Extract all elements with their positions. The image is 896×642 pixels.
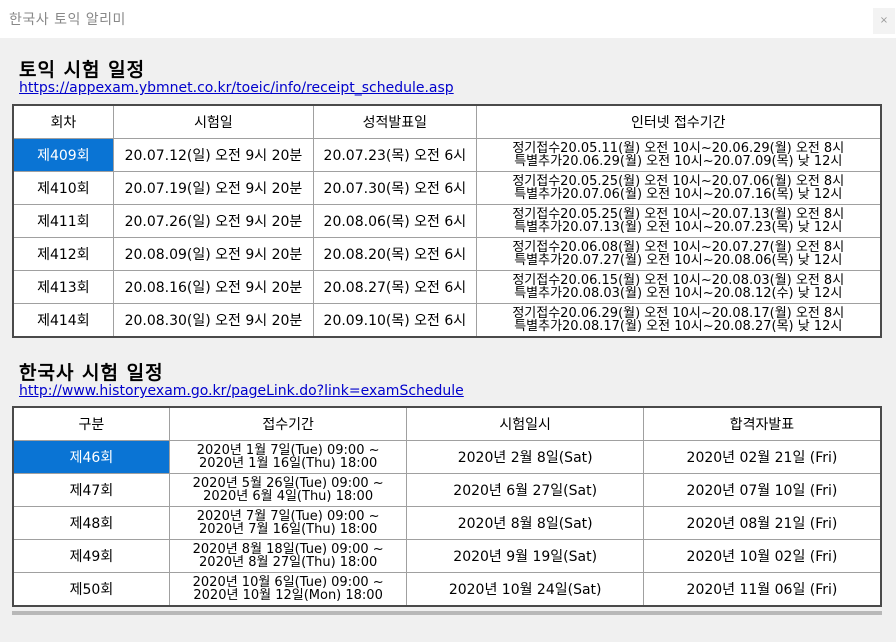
regular-period: 정기접수20.06.08(월) 오전 10시~20.07.27(월) 오전 8시 xyxy=(512,240,845,255)
period-end: 2020년 10월 12일(Mon) 18:00 xyxy=(193,588,383,603)
round-cell[interactable]: 제409회 xyxy=(12,138,114,172)
result-date-cell: 2020년 07월 10일 (Fri) xyxy=(642,473,882,507)
title-bar: 한국사 토익 알리미 × xyxy=(0,0,896,38)
round-cell[interactable]: 제410회 xyxy=(12,171,114,205)
result-date-cell: 2020년 02월 21일 (Fri) xyxy=(642,440,882,474)
regular-period: 정기접수20.05.11(월) 오전 10시~20.06.29(월) 오전 8시 xyxy=(512,141,845,156)
column-header-registration-period: 접수기간 xyxy=(168,406,408,441)
exam-date-cell: 2020년 9월 19일(Sat) xyxy=(406,539,644,573)
round-cell[interactable]: 제46회 xyxy=(12,440,170,474)
exam-date-cell: 2020년 6월 27일(Sat) xyxy=(406,473,644,507)
table-row[interactable]: 제413회 20.08.16(일) 오전 9시 20분 20.08.27(목) … xyxy=(12,270,882,304)
result-date-cell: 2020년 10월 02일 (Fri) xyxy=(642,539,882,573)
history-heading: 한국사 시험 일정 xyxy=(19,362,164,384)
history-link[interactable]: http://www.historyexam.go.kr/pageLink.do… xyxy=(19,383,464,399)
result-date-cell: 2020년 11월 06일 (Fri) xyxy=(642,572,882,607)
exam-date-cell: 2020년 2월 8일(Sat) xyxy=(406,440,644,474)
additional-period: 특별추가20.08.03(월) 오전 10시~20.08.12(수) 낮 12시 xyxy=(514,286,843,301)
period-end: 2020년 7월 16일(Thu) 18:00 xyxy=(199,522,378,537)
result-date-cell: 20.08.20(목) 오전 6시 xyxy=(313,237,477,271)
column-header-registration-period: 인터넷 접수기간 xyxy=(475,104,882,139)
registration-period-cell: 2020년 8월 18일(Tue) 09:00 ~2020년 8월 27일(Th… xyxy=(168,539,408,573)
exam-date-cell: 20.08.30(일) 오전 9시 20분 xyxy=(112,303,315,338)
period-start: 2020년 1월 7일(Tue) 09:00 ~ xyxy=(196,443,380,458)
registration-period-cell: 2020년 10월 6일(Tue) 09:00 ~2020년 10월 12일(M… xyxy=(168,572,408,607)
table-row[interactable]: 제49회 2020년 8월 18일(Tue) 09:00 ~2020년 8월 2… xyxy=(12,539,882,573)
table-row[interactable]: 제50회 2020년 10월 6일(Tue) 09:00 ~2020년 10월 … xyxy=(12,572,882,607)
registration-period-cell: 정기접수20.05.11(월) 오전 10시~20.06.29(월) 오전 8시… xyxy=(475,138,882,172)
column-header-exam-date: 시험일시 xyxy=(406,406,644,441)
table-header-row: 구분 접수기간 시험일시 합격자발표 xyxy=(12,406,882,441)
result-date-cell: 20.07.23(목) 오전 6시 xyxy=(313,138,477,172)
table-row[interactable]: 제47회 2020년 5월 26일(Tue) 09:00 ~2020년 6월 4… xyxy=(12,473,882,507)
exam-date-cell: 2020년 10월 24일(Sat) xyxy=(406,572,644,607)
registration-period-cell: 2020년 7월 7일(Tue) 09:00 ~2020년 7월 16일(Thu… xyxy=(168,506,408,540)
table-row[interactable]: 제410회 20.07.19(일) 오전 9시 20분 20.07.30(목) … xyxy=(12,171,882,205)
toeic-heading: 토익 시험 일정 xyxy=(19,59,146,81)
column-header-round: 회차 xyxy=(12,104,114,139)
result-date-cell: 20.09.10(목) 오전 6시 xyxy=(313,303,477,338)
round-cell[interactable]: 제412회 xyxy=(12,237,114,271)
period-start: 2020년 10월 6일(Tue) 09:00 ~ xyxy=(192,575,384,590)
exam-date-cell: 20.07.19(일) 오전 9시 20분 xyxy=(112,171,315,205)
period-end: 2020년 1월 16일(Thu) 18:00 xyxy=(199,456,378,471)
round-cell[interactable]: 제413회 xyxy=(12,270,114,304)
period-start: 2020년 5월 26일(Tue) 09:00 ~ xyxy=(192,476,384,491)
regular-period: 정기접수20.05.25(월) 오전 10시~20.07.06(월) 오전 8시 xyxy=(512,174,845,189)
result-date-cell: 20.08.27(목) 오전 6시 xyxy=(313,270,477,304)
column-header-result-date: 성적발표일 xyxy=(313,104,477,139)
registration-period-cell: 정기접수20.05.25(월) 오전 10시~20.07.06(월) 오전 8시… xyxy=(475,171,882,205)
round-cell[interactable]: 제47회 xyxy=(12,473,170,507)
history-schedule-table: 구분 접수기간 시험일시 합격자발표 제46회 2020년 1월 7일(Tue)… xyxy=(12,406,882,607)
round-cell[interactable]: 제49회 xyxy=(12,539,170,573)
registration-period-cell: 정기접수20.06.15(월) 오전 10시~20.08.03(월) 오전 8시… xyxy=(475,270,882,304)
exam-date-cell: 20.08.16(일) 오전 9시 20분 xyxy=(112,270,315,304)
round-cell[interactable]: 제50회 xyxy=(12,572,170,607)
additional-period: 특별추가20.08.17(월) 오전 10시~20.08.27(목) 낮 12시 xyxy=(514,319,843,334)
table-header-row: 회차 시험일 성적발표일 인터넷 접수기간 xyxy=(12,104,882,139)
regular-period: 정기접수20.05.25(월) 오전 10시~20.07.13(월) 오전 8시 xyxy=(512,207,845,222)
registration-period-cell: 정기접수20.06.08(월) 오전 10시~20.07.27(월) 오전 8시… xyxy=(475,237,882,271)
result-date-cell: 20.08.06(목) 오전 6시 xyxy=(313,204,477,238)
registration-period-cell: 정기접수20.06.29(월) 오전 10시~20.08.17(월) 오전 8시… xyxy=(475,303,882,338)
additional-period: 특별추가20.07.06(월) 오전 10시~20.07.16(목) 낮 12시 xyxy=(514,187,843,202)
round-cell[interactable]: 제48회 xyxy=(12,506,170,540)
table-bottom-border xyxy=(12,611,882,615)
close-button[interactable]: × xyxy=(873,8,895,34)
period-start: 2020년 8월 18일(Tue) 09:00 ~ xyxy=(192,542,384,557)
round-cell[interactable]: 제414회 xyxy=(12,303,114,338)
additional-period: 특별추가20.06.29(월) 오전 10시~20.07.09(목) 낮 12시 xyxy=(514,154,843,169)
regular-period: 정기접수20.06.15(월) 오전 10시~20.08.03(월) 오전 8시 xyxy=(512,273,845,288)
registration-period-cell: 2020년 5월 26일(Tue) 09:00 ~2020년 6월 4일(Thu… xyxy=(168,473,408,507)
table-row[interactable]: 제48회 2020년 7월 7일(Tue) 09:00 ~2020년 7월 16… xyxy=(12,506,882,540)
registration-period-cell: 2020년 1월 7일(Tue) 09:00 ~2020년 1월 16일(Thu… xyxy=(168,440,408,474)
column-header-result-date: 합격자발표 xyxy=(642,406,882,441)
additional-period: 특별추가20.07.13(월) 오전 10시~20.07.23(목) 낮 12시 xyxy=(514,220,843,235)
window-title: 한국사 토익 알리미 xyxy=(9,12,126,28)
table-row[interactable]: 제411회 20.07.26(일) 오전 9시 20분 20.08.06(목) … xyxy=(12,204,882,238)
table-row[interactable]: 제412회 20.08.09(일) 오전 9시 20분 20.08.20(목) … xyxy=(12,237,882,271)
column-header-round: 구분 xyxy=(12,406,170,441)
table-row[interactable]: 제409회 20.07.12(일) 오전 9시 20분 20.07.23(목) … xyxy=(12,138,882,172)
period-end: 2020년 6월 4일(Thu) 18:00 xyxy=(203,489,374,504)
table-row[interactable]: 제46회 2020년 1월 7일(Tue) 09:00 ~2020년 1월 16… xyxy=(12,440,882,474)
toeic-link[interactable]: https://appexam.ybmnet.co.kr/toeic/info/… xyxy=(19,80,454,96)
exam-date-cell: 20.07.26(일) 오전 9시 20분 xyxy=(112,204,315,238)
regular-period: 정기접수20.06.29(월) 오전 10시~20.08.17(월) 오전 8시 xyxy=(512,306,845,321)
exam-date-cell: 20.08.09(일) 오전 9시 20분 xyxy=(112,237,315,271)
registration-period-cell: 정기접수20.05.25(월) 오전 10시~20.07.13(월) 오전 8시… xyxy=(475,204,882,238)
table-row[interactable]: 제414회 20.08.30(일) 오전 9시 20분 20.09.10(목) … xyxy=(12,303,882,338)
column-header-exam-date: 시험일 xyxy=(112,104,315,139)
period-end: 2020년 8월 27일(Thu) 18:00 xyxy=(199,555,378,570)
exam-date-cell: 20.07.12(일) 오전 9시 20분 xyxy=(112,138,315,172)
result-date-cell: 2020년 08월 21일 (Fri) xyxy=(642,506,882,540)
period-start: 2020년 7월 7일(Tue) 09:00 ~ xyxy=(196,509,380,524)
additional-period: 특별추가20.07.27(월) 오전 10시~20.08.06(목) 낮 12시 xyxy=(514,253,843,268)
result-date-cell: 20.07.30(목) 오전 6시 xyxy=(313,171,477,205)
toeic-schedule-table: 회차 시험일 성적발표일 인터넷 접수기간 제409회 20.07.12(일) … xyxy=(12,104,882,338)
exam-date-cell: 2020년 8월 8일(Sat) xyxy=(406,506,644,540)
round-cell[interactable]: 제411회 xyxy=(12,204,114,238)
